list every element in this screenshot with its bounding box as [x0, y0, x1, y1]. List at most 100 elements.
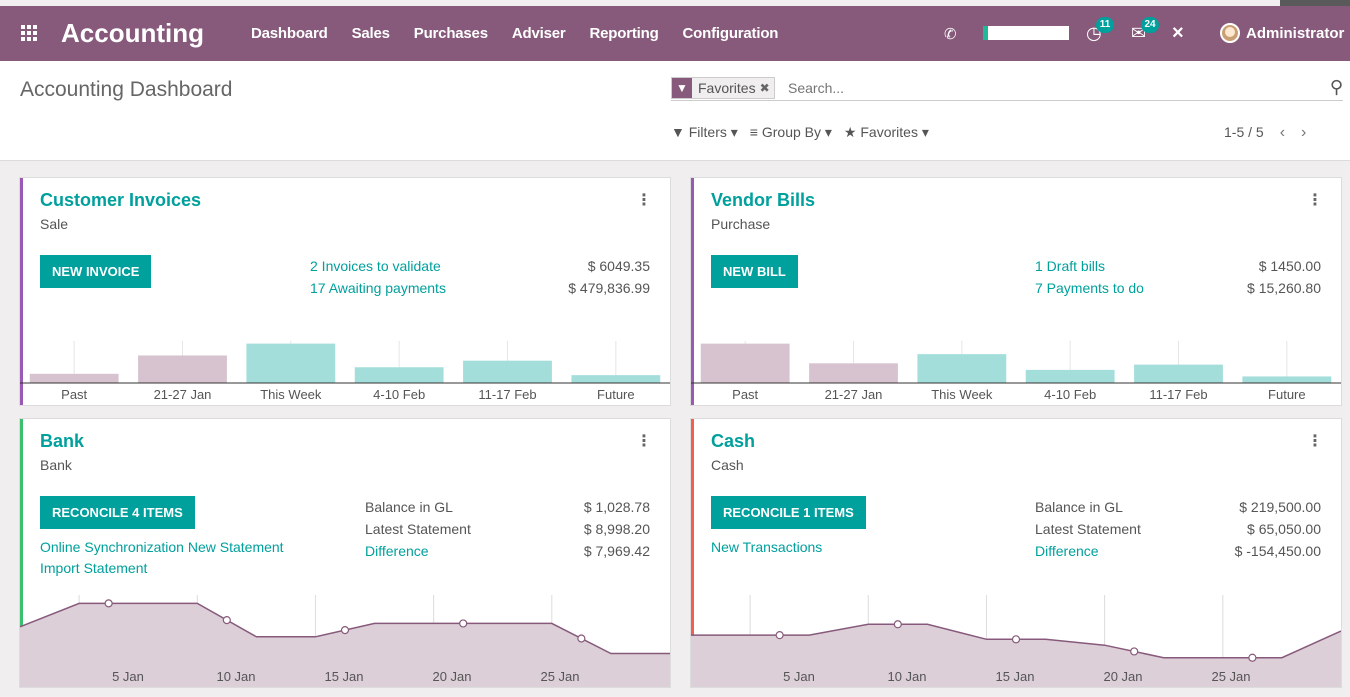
chart-bar[interactable]	[571, 375, 661, 383]
list-icon: ≡	[749, 124, 762, 140]
bar-chart: Past 21-27 Jan This Week 4-10 Feb 11-17 Feb F…	[691, 341, 1341, 402]
import-statement-link[interactable]: Import Statement	[40, 560, 148, 576]
user-menu[interactable]: Administrator	[1220, 23, 1344, 43]
awaiting-amount: $ 479,836.99	[568, 280, 650, 296]
chart-bar[interactable]	[917, 354, 1007, 383]
chart-point[interactable]	[222, 615, 231, 625]
card-title[interactable]: Customer Invoices	[40, 190, 202, 210]
payments-amount: $ 15,260.80	[1247, 280, 1321, 296]
pager-next-icon[interactable]: ›	[1301, 124, 1307, 141]
card-accent	[20, 419, 23, 687]
card-subtitle: Sale	[40, 216, 69, 232]
awaiting-payments-link[interactable]: 17 Awaiting payments	[310, 280, 446, 296]
pager: 1-5 / 5 ‹ ›	[1224, 124, 1306, 142]
chart-area	[691, 624, 1341, 687]
menu-purchases[interactable]: Purchases	[413, 25, 488, 42]
new-bill-button[interactable]: NEW BILL	[711, 255, 798, 288]
corner-decoration	[1280, 0, 1350, 6]
card-accent	[691, 419, 694, 687]
menu-sales[interactable]: Sales	[351, 25, 390, 42]
new-transactions-link[interactable]: New Transactions	[711, 539, 823, 555]
chart-bar[interactable]	[138, 355, 227, 383]
card-options-icon[interactable]: ⋮	[1307, 433, 1323, 450]
new-invoice-button[interactable]: NEW INVOICE	[40, 255, 152, 288]
statement-amount: $ 8,998.20	[583, 521, 650, 537]
draft-bills-link[interactable]: 1 Draft bills	[1035, 258, 1106, 274]
chart-tick-label: 10 Jan	[887, 669, 926, 684]
bar-chart: Past 21-27 Jan This Week 4-10 Feb 11-17 Feb F…	[20, 341, 670, 402]
invoices-to-validate-link[interactable]: 2 Invoices to validate	[310, 258, 441, 274]
chart-bar[interactable]	[700, 343, 790, 383]
pager-previous-icon[interactable]: ‹	[1279, 124, 1286, 141]
apps-menu-icon[interactable]	[21, 25, 39, 41]
chart-point[interactable]	[104, 599, 113, 608]
chart-bar[interactable]	[246, 343, 336, 383]
chart-bar[interactable]	[809, 363, 898, 383]
payments-to-do-link[interactable]: 7 Payments to do	[1035, 280, 1144, 296]
chart-tick-label: 15 Jan	[995, 669, 1034, 684]
chart-area	[20, 603, 670, 687]
search-bar: ▼ Favorites ✖ ⚲	[671, 75, 1343, 101]
search-options: ▼ Filters ▾ ≡ Group By ▾ ★ Favorites ▾	[671, 124, 941, 141]
chart-tick-label: Future	[1268, 387, 1306, 402]
chart-point[interactable]	[1248, 653, 1257, 662]
statement-label: Latest Statement	[1035, 521, 1141, 537]
main-menu: Dashboard Sales Purchases Adviser Report…	[251, 25, 802, 42]
chart-point[interactable]	[459, 619, 468, 628]
search-facet[interactable]: ▼ Favorites ✖	[671, 77, 775, 99]
facet-label: Favorites	[698, 80, 756, 96]
card-bank: Bank Bank ⋮ RECONCILE 4 ITEMS Online Syn…	[19, 418, 671, 688]
chat-icon[interactable]: ✉	[1131, 23, 1147, 43]
online-sync-link[interactable]: Online Synchronization New Statement	[40, 539, 284, 555]
card-title[interactable]: Cash	[711, 431, 756, 451]
chart-tick-label: Past	[61, 387, 87, 402]
difference-amount: $ -154,450.00	[1234, 543, 1321, 559]
statement-amount: $ 65,050.00	[1247, 521, 1321, 537]
voip-status-bar[interactable]	[983, 26, 1069, 40]
difference-amount: $ 7,969.42	[583, 543, 650, 559]
chart-tick-label: 25 Jan	[540, 669, 579, 684]
chart-tick-label: 20 Jan	[1103, 669, 1142, 684]
chart-bar[interactable]	[1134, 364, 1223, 383]
chart-bar[interactable]	[463, 360, 552, 383]
chart-tick-label: 20 Jan	[432, 669, 471, 684]
favorites-dropdown[interactable]: ★ Favorites ▾	[843, 124, 929, 140]
search-icon[interactable]: ⚲	[1329, 77, 1343, 97]
pager-value[interactable]: 1-5 / 5	[1224, 124, 1264, 140]
app-brand[interactable]: Accounting	[61, 18, 204, 48]
card-options-icon[interactable]: ⋮	[1307, 192, 1323, 209]
menu-dashboard[interactable]: Dashboard	[251, 25, 328, 42]
difference-link[interactable]: Difference	[365, 543, 429, 559]
card-options-icon[interactable]: ⋮	[636, 192, 652, 209]
reconcile-button[interactable]: RECONCILE 4 ITEMS	[40, 496, 195, 529]
chart-point[interactable]	[775, 631, 784, 640]
chart-bar[interactable]	[354, 367, 444, 383]
tools-icon[interactable]: ×	[1172, 22, 1184, 44]
search-input[interactable]	[788, 77, 1288, 99]
chart-point[interactable]	[1130, 647, 1139, 656]
card-title[interactable]: Bank	[40, 431, 85, 451]
card-title[interactable]: Vendor Bills	[711, 190, 816, 210]
menu-adviser[interactable]: Adviser	[511, 25, 566, 42]
chart-point[interactable]	[577, 634, 586, 643]
group-by-dropdown[interactable]: ≡ Group By ▾	[749, 124, 832, 140]
filters-dropdown[interactable]: ▼ Filters ▾	[671, 124, 738, 140]
menu-configuration[interactable]: Configuration	[682, 25, 779, 42]
chart-tick-label: Past	[732, 387, 758, 402]
activity-clock-icon[interactable]: ◷	[1086, 23, 1102, 43]
chart-point[interactable]	[1011, 635, 1021, 644]
chart-bar[interactable]	[29, 373, 119, 383]
menu-reporting[interactable]: Reporting	[589, 25, 659, 42]
phone-icon[interactable]: ✆	[944, 25, 957, 43]
card-options-icon[interactable]: ⋮	[636, 433, 652, 450]
chart-tick-label: 11-17 Feb	[1149, 387, 1207, 402]
messages-badge: 24	[1141, 17, 1159, 33]
remove-facet-icon[interactable]: ✖	[759, 81, 770, 95]
chart-point[interactable]	[893, 620, 902, 629]
chart-bar[interactable]	[1025, 369, 1115, 383]
reconcile-button[interactable]: RECONCILE 1 ITEMS	[711, 496, 866, 529]
difference-link[interactable]: Difference	[1035, 543, 1099, 559]
chart-tick-label: 25 Jan	[1211, 669, 1250, 684]
chart-bar[interactable]	[1242, 376, 1332, 383]
chart-point[interactable]	[340, 626, 350, 635]
